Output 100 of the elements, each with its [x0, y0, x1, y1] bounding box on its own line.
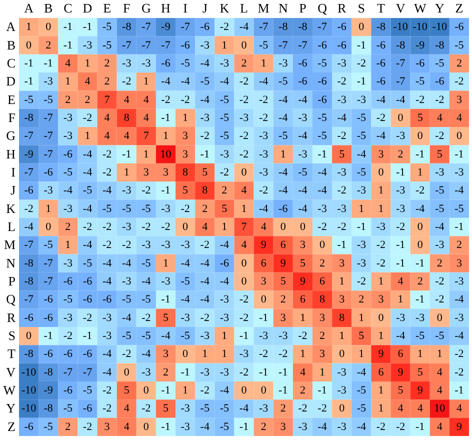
data-label: -8 [44, 402, 54, 415]
data-label: -3 [122, 276, 132, 288]
data-label: -3 [200, 39, 210, 52]
data-label: -4 [161, 76, 171, 88]
data-label: -4 [337, 112, 347, 124]
data-label: -5 [63, 294, 73, 306]
data-label: -2 [102, 148, 112, 160]
data-label: -10 [21, 402, 37, 415]
data-label: -6 [161, 57, 171, 70]
data-label: -3 [396, 202, 406, 215]
data-label: -3 [82, 39, 93, 52]
data-label: -2 [142, 221, 151, 233]
data-label: 3 [320, 348, 326, 360]
data-label: 0 [436, 312, 443, 324]
data-label: -3 [142, 366, 152, 378]
data-label: -4 [200, 94, 210, 106]
data-label: -2 [122, 239, 132, 252]
data-label: 4 [143, 94, 150, 106]
y-tick-label: H [6, 146, 16, 162]
data-label: 0 [26, 330, 32, 342]
data-label: -1 [161, 184, 170, 197]
data-label: 4 [241, 184, 248, 197]
data-label: -7 [142, 39, 152, 52]
data-label: -1 [258, 312, 268, 324]
data-label: -3 [396, 184, 406, 197]
data-label: -4 [82, 239, 93, 252]
data-label: -6 [376, 39, 386, 52]
data-label: -2 [161, 94, 170, 106]
data-label: 0 [398, 112, 404, 124]
y-tick-label: V [6, 364, 16, 380]
data-label: -5 [278, 130, 288, 142]
data-label: -4 [102, 184, 112, 197]
data-label: -2 [258, 112, 268, 124]
data-label: -1 [454, 384, 464, 397]
data-label: 0 [320, 239, 326, 252]
data-label: 1 [222, 221, 228, 233]
x-tick-label: L [240, 0, 248, 16]
data-label: 3 [456, 257, 462, 270]
data-label: 2 [456, 239, 462, 252]
data-label: -6 [318, 94, 328, 106]
data-label: -1 [161, 420, 170, 433]
data-label: -2 [258, 94, 268, 106]
data-label: -6 [454, 21, 464, 34]
data-label: -2 [102, 384, 112, 397]
data-label: 0 [124, 366, 130, 378]
data-label: -5 [200, 402, 210, 415]
x-tick-label: R [337, 0, 346, 16]
y-tick-label: C [6, 55, 16, 70]
data-label: -3 [44, 184, 54, 197]
data-label: -5 [220, 130, 230, 142]
data-label: -6 [376, 57, 386, 70]
y-tick-label: P [8, 274, 16, 289]
data-label: -6 [278, 202, 288, 215]
data-label: -1 [63, 39, 72, 52]
data-label: -5 [180, 276, 190, 288]
data-label: -1 [258, 366, 268, 378]
y-tick-label: D [6, 74, 16, 89]
data-label: 1 [417, 166, 423, 178]
data-label: 5 [436, 148, 443, 160]
data-label: 0 [456, 130, 462, 142]
data-label: 8 [202, 184, 208, 197]
data-label: -1 [161, 294, 170, 306]
y-tick-label: E [8, 92, 16, 107]
x-tick-label: F [122, 0, 130, 16]
data-label: 2 [202, 202, 208, 215]
data-label: -5 [356, 166, 366, 178]
data-label: 2 [417, 276, 423, 288]
y-tick-label: N [6, 255, 16, 270]
data-label: -1 [396, 257, 406, 270]
data-label: 7 [241, 221, 248, 233]
x-tick-label: Y [434, 0, 445, 16]
data-label: -3 [454, 276, 464, 288]
data-label: -6 [82, 348, 93, 360]
data-label: -4 [180, 76, 190, 88]
data-label: -7 [161, 39, 171, 52]
data-label: -6 [24, 184, 34, 197]
y-tick-label: B [6, 37, 16, 52]
data-label: -2 [258, 348, 268, 360]
data-label: -1 [337, 239, 346, 252]
data-label: -3 [142, 57, 152, 70]
data-label: 2 [398, 148, 404, 160]
data-label: 1 [378, 276, 384, 288]
data-label: -5 [44, 420, 54, 433]
data-label: -3 [435, 239, 445, 252]
data-label: -3 [258, 166, 269, 178]
data-label: -1 [239, 330, 249, 342]
data-label: 1 [26, 21, 32, 34]
data-label: -5 [102, 202, 112, 215]
data-label: -7 [24, 130, 34, 142]
data-label: 0 [143, 420, 150, 433]
data-label: -3 [239, 348, 250, 360]
data-label: 0 [241, 276, 248, 288]
data-label: -3 [337, 166, 347, 178]
data-label: -1 [82, 21, 92, 34]
data-label: 9 [260, 239, 267, 252]
data-label: -6 [44, 166, 54, 178]
data-label: 5 [358, 330, 365, 342]
x-tick-label: J [202, 0, 208, 16]
data-label: -2 [239, 94, 249, 106]
data-label: 5 [417, 366, 424, 378]
